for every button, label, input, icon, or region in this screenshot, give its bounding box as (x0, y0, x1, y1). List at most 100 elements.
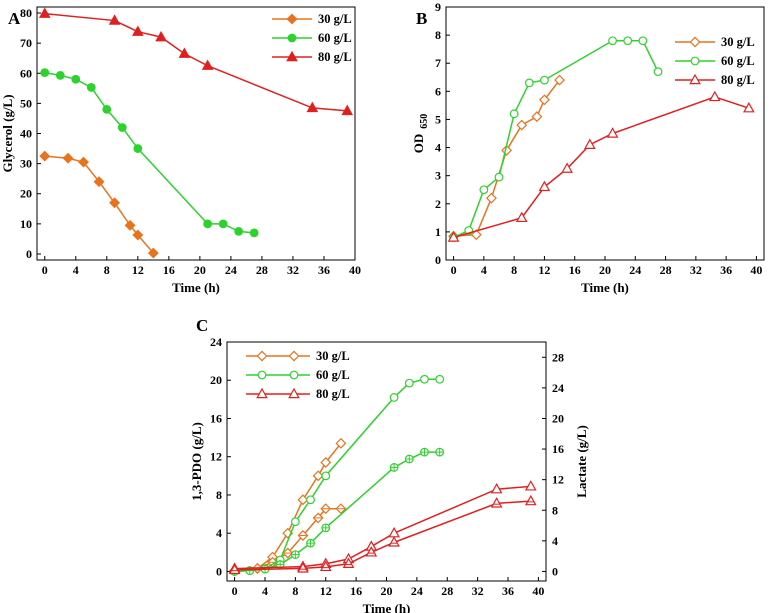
y-tick-label: 4 (435, 141, 441, 155)
data-point-s5-6 (490, 497, 503, 508)
data-point-s2-7 (743, 101, 755, 113)
x-tick-label: 24 (411, 584, 423, 598)
legend-marker-2 (289, 370, 299, 380)
x-tick-label: 32 (472, 584, 484, 598)
data-point-s1-3 (86, 83, 96, 92)
data-point-s1-7 (203, 219, 213, 229)
x-tick-label: 12 (132, 263, 144, 277)
data-point-s2-5 (306, 495, 315, 505)
x-tick-label: 40 (750, 263, 762, 277)
data-point-s5-5 (388, 536, 400, 547)
legend-label: 80 g/L (721, 73, 755, 87)
y-tick-label: 12 (210, 450, 222, 464)
x-tick-label: 20 (194, 263, 206, 277)
legend-label: 30 g/L (318, 12, 352, 26)
x-tick-label: 28 (441, 584, 453, 598)
x-tick-label: 28 (256, 263, 268, 277)
data-point-s0-6 (132, 229, 144, 241)
legend-label: 30 g/L (316, 349, 350, 363)
y-tick-label: 6 (435, 84, 441, 98)
data-point-s2-7 (389, 393, 399, 402)
legend-label: 60 g/L (721, 54, 755, 68)
legend-marker (689, 36, 701, 48)
data-point-s1-10 (249, 228, 259, 238)
data-point-s1-8 (218, 219, 228, 229)
series-line-1 (44, 71, 255, 234)
data-point-s1-2 (71, 74, 81, 84)
y-tick-label: 20 (210, 373, 222, 387)
y-right-tick-label: 0 (552, 564, 558, 578)
x-tick-label: 0 (451, 263, 457, 277)
data-point-s2-4 (290, 517, 300, 527)
data-point-s5-4 (365, 546, 378, 557)
y-tick-label: 80 (20, 6, 32, 20)
x-tick-label: 16 (569, 263, 581, 277)
data-point-s0-0 (39, 150, 51, 162)
x-tick-label: 40 (532, 584, 544, 598)
data-point-s5-0 (228, 563, 241, 575)
x-tick-label: 40 (349, 263, 361, 277)
series-line-2 (44, 12, 348, 112)
x-tick-label: 12 (320, 584, 332, 598)
data-point-s0-1 (62, 152, 74, 164)
x-tick-label: 8 (511, 263, 517, 277)
data-point-s2-2 (538, 180, 551, 192)
x-tick-label: 36 (720, 263, 732, 277)
y-tick-label: 9 (435, 0, 441, 14)
x-tick-label: 20 (599, 263, 611, 277)
legend-marker (286, 50, 298, 62)
legend-label: 30 g/L (721, 35, 755, 49)
legend-marker (286, 13, 298, 25)
y-tick-label: 8 (435, 28, 441, 42)
legend-label: 60 g/L (318, 31, 352, 45)
data-point-s0-7 (554, 74, 566, 86)
data-point-s1-5 (524, 78, 534, 88)
data-point-s1-10 (653, 67, 663, 77)
y-tick-label: 16 (210, 411, 222, 425)
data-point-s0-4 (516, 119, 528, 131)
legend-marker (256, 350, 268, 362)
y-axis-label: OD 650 (411, 114, 430, 154)
y-axis-label-text: OD (411, 134, 426, 154)
panel-label-a: A (8, 9, 21, 28)
data-point-s2-8 (404, 378, 414, 388)
data-point-s2-10 (435, 374, 445, 384)
data-point-s1-3 (494, 172, 504, 182)
y-tick-label: 5 (435, 112, 441, 126)
y-tick-label: 2 (435, 197, 441, 211)
data-point-s0-3 (93, 176, 105, 188)
data-point-s4-6 (490, 482, 503, 494)
data-point-s1-9 (234, 226, 244, 236)
data-point-s2-4 (584, 138, 596, 149)
x-tick-label: 28 (660, 263, 672, 277)
y-axis-label: 1,3-PDO (g/L) (189, 422, 204, 501)
y-tick-label: 60 (20, 66, 32, 80)
data-point-s1-1 (55, 70, 65, 80)
y-tick-label: 24 (210, 335, 222, 349)
series-line-1 (453, 39, 659, 239)
data-point-s0-2 (78, 156, 89, 168)
data-point-s2-3 (561, 162, 573, 173)
data-point-s0-5 (124, 219, 136, 231)
y-tick-label: 0 (216, 564, 222, 578)
data-point-s1-0 (40, 68, 50, 78)
series-line-2 (234, 378, 440, 573)
series-line-5 (234, 500, 531, 571)
y-tick-label: 8 (216, 488, 222, 502)
x-tick-label: 36 (318, 263, 330, 277)
x-axis-label: Time (h) (172, 280, 220, 295)
legend-label: 80 g/L (316, 387, 350, 401)
data-point-s2-5 (201, 59, 214, 70)
x-tick-label: 4 (73, 263, 79, 277)
data-point-s5-2 (319, 560, 332, 572)
panel-label-b: B (416, 9, 427, 28)
x-tick-label: 0 (232, 584, 238, 598)
y-axis-label-text: Glycerol (g/L) (0, 94, 15, 172)
y-tick-label: 70 (20, 36, 32, 50)
data-point-s2-6 (708, 90, 721, 102)
data-point-s5-1 (297, 562, 309, 573)
x-tick-label: 4 (481, 263, 487, 277)
legend-marker (689, 73, 701, 85)
y-right-tick-label: 4 (552, 534, 558, 548)
